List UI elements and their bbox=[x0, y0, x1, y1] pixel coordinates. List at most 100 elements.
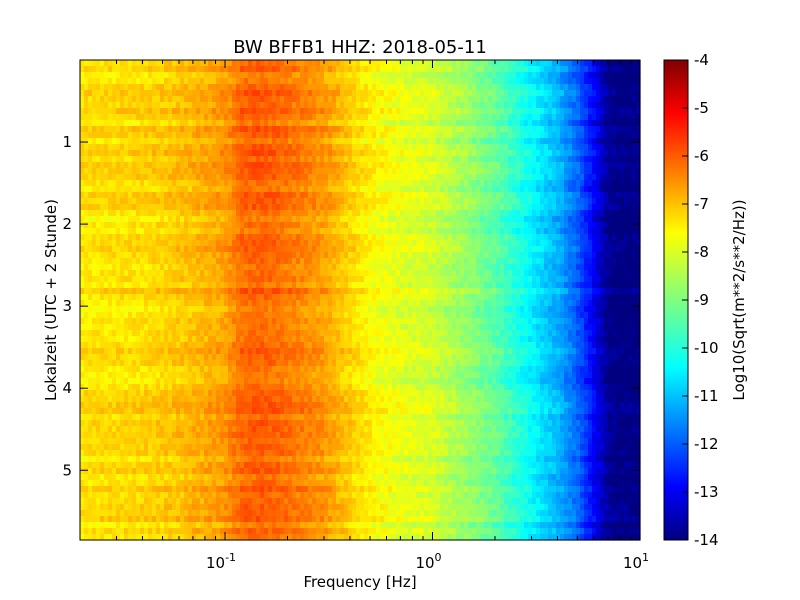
heatmap-cell bbox=[228, 234, 233, 241]
heatmap-cell bbox=[636, 192, 641, 199]
heatmap-cell bbox=[164, 222, 169, 229]
heatmap-cell bbox=[444, 96, 449, 103]
heatmap-cell bbox=[88, 246, 93, 253]
heatmap-cell bbox=[396, 210, 401, 217]
heatmap-cell bbox=[108, 228, 113, 235]
heatmap-cell bbox=[184, 240, 189, 247]
heatmap-cell bbox=[556, 240, 561, 247]
heatmap-cell bbox=[380, 264, 385, 271]
heatmap-cell bbox=[168, 108, 173, 115]
heatmap-cell bbox=[112, 66, 117, 73]
heatmap-cell bbox=[236, 72, 241, 79]
heatmap-cell bbox=[396, 234, 401, 241]
heatmap-cell bbox=[404, 72, 409, 79]
heatmap-cell bbox=[184, 252, 189, 259]
heatmap-cell bbox=[416, 60, 421, 67]
heatmap-cell bbox=[504, 156, 509, 163]
heatmap-cell bbox=[312, 126, 317, 133]
heatmap-cell bbox=[80, 96, 85, 103]
heatmap-cell bbox=[484, 174, 489, 181]
heatmap-cell bbox=[536, 168, 541, 175]
heatmap-cell bbox=[548, 96, 553, 103]
heatmap-cell bbox=[120, 174, 125, 181]
heatmap-cell bbox=[368, 102, 373, 109]
heatmap-cell bbox=[272, 228, 277, 235]
heatmap-cell bbox=[448, 246, 453, 253]
heatmap-cell bbox=[516, 90, 521, 97]
heatmap-cell bbox=[360, 66, 365, 73]
heatmap-cell bbox=[96, 114, 101, 121]
heatmap-cell bbox=[168, 252, 173, 259]
heatmap-cell bbox=[604, 234, 609, 241]
heatmap-cell bbox=[588, 138, 593, 145]
heatmap-cell bbox=[576, 162, 581, 169]
heatmap-cell bbox=[496, 240, 501, 247]
heatmap-cell bbox=[516, 108, 521, 115]
heatmap-cell bbox=[576, 168, 581, 175]
heatmap-cell bbox=[116, 102, 121, 109]
heatmap-cell bbox=[412, 150, 417, 157]
heatmap-cell bbox=[556, 102, 561, 109]
heatmap-cell bbox=[352, 192, 357, 199]
heatmap-cell bbox=[592, 126, 597, 133]
heatmap-cell bbox=[312, 132, 317, 139]
heatmap-cell bbox=[232, 168, 237, 175]
heatmap-cell bbox=[292, 258, 297, 265]
heatmap-cell bbox=[472, 210, 477, 217]
heatmap-cell bbox=[592, 186, 597, 193]
heatmap-cell bbox=[256, 216, 261, 223]
heatmap-cell bbox=[96, 222, 101, 229]
heatmap-cell bbox=[132, 174, 137, 181]
heatmap-cell bbox=[452, 252, 457, 259]
heatmap-cell bbox=[600, 60, 605, 67]
heatmap-cell bbox=[416, 144, 421, 151]
heatmap-cell bbox=[568, 258, 573, 265]
heatmap-cell bbox=[324, 120, 329, 127]
heatmap-cell bbox=[96, 120, 101, 127]
heatmap-cell bbox=[100, 144, 105, 151]
heatmap-cell bbox=[348, 96, 353, 103]
heatmap-cell bbox=[304, 264, 309, 271]
heatmap-cell bbox=[260, 114, 265, 121]
heatmap-cell bbox=[104, 258, 109, 265]
heatmap-cell bbox=[588, 264, 593, 271]
heatmap-cell bbox=[424, 162, 429, 169]
heatmap-cell bbox=[184, 216, 189, 223]
heatmap-cell bbox=[540, 228, 545, 235]
heatmap-cell bbox=[636, 138, 641, 145]
heatmap-cell bbox=[460, 204, 465, 211]
heatmap-cell bbox=[440, 96, 445, 103]
heatmap-cell bbox=[616, 198, 621, 205]
heatmap-cell bbox=[448, 180, 453, 187]
heatmap-cell bbox=[636, 198, 641, 205]
heatmap-cell bbox=[188, 198, 193, 205]
heatmap-cell bbox=[92, 270, 97, 277]
heatmap-cell bbox=[544, 114, 549, 121]
heatmap-cell bbox=[432, 210, 437, 217]
heatmap-cell bbox=[536, 126, 541, 133]
heatmap-cell bbox=[108, 216, 113, 223]
heatmap-cell bbox=[264, 126, 269, 133]
heatmap-cell bbox=[296, 66, 301, 73]
heatmap-cell bbox=[528, 114, 533, 121]
heatmap-cell bbox=[344, 156, 349, 163]
heatmap-cell bbox=[208, 180, 213, 187]
heatmap-cell bbox=[524, 114, 529, 121]
heatmap-cell bbox=[248, 168, 253, 175]
heatmap-cell bbox=[96, 108, 101, 115]
heatmap-cell bbox=[404, 192, 409, 199]
heatmap-cell bbox=[548, 252, 553, 259]
heatmap-cell bbox=[288, 180, 293, 187]
heatmap-cell bbox=[472, 222, 477, 229]
heatmap-cell bbox=[112, 84, 117, 91]
heatmap-cell bbox=[388, 252, 393, 259]
heatmap-cell bbox=[240, 186, 245, 193]
heatmap-cell bbox=[532, 204, 537, 211]
heatmap-cell bbox=[628, 234, 633, 241]
heatmap-cell bbox=[168, 90, 173, 97]
heatmap-cell bbox=[620, 210, 625, 217]
heatmap-cell bbox=[340, 192, 345, 199]
heatmap-cell bbox=[508, 66, 513, 73]
heatmap-cell bbox=[144, 102, 149, 109]
heatmap-cell bbox=[232, 180, 237, 187]
